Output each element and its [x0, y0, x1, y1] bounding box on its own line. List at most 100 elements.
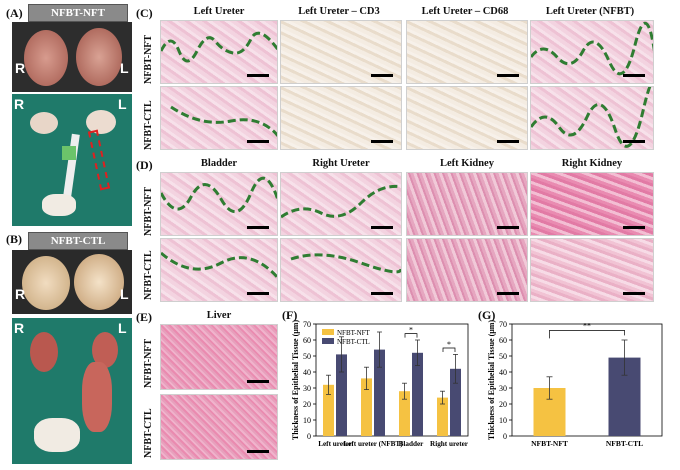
right-kidney-marker: R [15, 60, 26, 76]
panel-c-tag: (C) [136, 6, 153, 20]
micrograph-d-nft-right-kidney [530, 172, 654, 236]
legend-label: NFBT-CTL [337, 338, 370, 346]
x-tick-label: Left ureter [318, 440, 352, 448]
bar-nfbt-nft [361, 378, 372, 436]
plot-frame [315, 323, 469, 437]
micrograph-d-ctl-bladder [160, 238, 278, 302]
left-marker-b2: L [118, 320, 127, 336]
row-d-ctl: NFBT-CTL [143, 250, 154, 300]
panel-a-title: NFBT-NFT [28, 4, 128, 22]
y-tick-label: 0 [503, 432, 507, 441]
y-tick-label: 10 [499, 416, 507, 425]
right-marker-b2: R [14, 320, 25, 336]
y-tick-label: 40 [303, 368, 311, 377]
legend-label: NFBT-NFT [337, 329, 371, 337]
micrograph-c-nft-nfbt [530, 20, 654, 84]
right-kidney-marker-b: R [15, 286, 26, 302]
panel-a-tag: (A) [6, 6, 23, 20]
micrograph-c-ctl-cd68 [406, 86, 528, 150]
col-left-kidney: Left Kidney [440, 158, 494, 169]
y-axis-label: Thickness of Epithelial Tissue (μm) [487, 320, 496, 441]
bar-nfbt-ctl [412, 352, 423, 436]
y-tick-label: 50 [303, 352, 311, 361]
panel-b-tag: (B) [6, 232, 22, 246]
left-marker-2: L [118, 96, 127, 112]
col-left-ureter-nfbt: Left Ureter (NFBT) [545, 6, 635, 17]
photo-ctl-kidneys: R L [12, 250, 132, 314]
significance-marker: * [409, 326, 413, 335]
legend-swatch [322, 329, 334, 335]
y-tick-label: 60 [499, 336, 507, 345]
bar-nfbt-nft [323, 384, 334, 436]
bar-nfbt-ctl [450, 368, 461, 436]
micrograph-c-nft-cd68 [406, 20, 528, 84]
significance-marker: ** [583, 321, 591, 330]
col-bladder: Bladder [200, 158, 238, 169]
photo-nft-kidneys: R L [12, 22, 132, 92]
micrograph-d-ctl-right-kidney [530, 238, 654, 302]
left-kidney-marker-b: L [120, 286, 129, 302]
y-tick-label: 60 [303, 336, 311, 345]
row-c-nft: NFBT-NFT [143, 34, 154, 84]
col-right-ureter: Right Ureter [312, 158, 370, 169]
significance-bracket [404, 333, 418, 338]
bar-nfbt-ctl [336, 354, 347, 436]
micrograph-c-nft-left-ureter [160, 20, 278, 84]
micrograph-c-ctl-left-ureter [160, 86, 278, 150]
y-tick-label: 30 [303, 384, 311, 393]
plot-frame [511, 323, 663, 437]
significance-marker: * [447, 340, 451, 349]
micrograph-c-ctl-cd3 [280, 86, 402, 150]
micrograph-d-nft-bladder [160, 172, 278, 236]
x-tick-label: NFBT-CTL [606, 439, 643, 448]
left-kidney-marker: L [120, 60, 129, 76]
bar-nfbt-nft [399, 391, 410, 436]
photo-nft-urinary-tract: R L [12, 94, 132, 226]
y-tick-label: 40 [499, 368, 507, 377]
x-tick-label: Right ureter [430, 440, 469, 448]
micrograph-d-nft-right-ureter [280, 172, 402, 236]
row-c-ctl: NFBT-CTL [143, 100, 154, 150]
col-left-ureter-cd3: Left Ureter – CD3 [298, 6, 380, 17]
x-tick-label: Left ureter (NFBT) [343, 440, 403, 448]
legend-swatch [322, 338, 334, 344]
panel-f-tag: (F) [282, 308, 298, 322]
row-e-ctl: NFBT-CTL [143, 408, 154, 458]
micrograph-e-ctl-liver [160, 394, 278, 460]
y-tick-label: 50 [499, 352, 507, 361]
col-liver: Liver [206, 310, 232, 321]
micrograph-d-nft-left-kidney [406, 172, 528, 236]
panel-b-title: NFBT-CTL [28, 232, 128, 250]
col-right-kidney: Right Kidney [561, 158, 623, 169]
y-tick-label: 30 [499, 384, 507, 393]
panel-e-tag: (E) [136, 310, 152, 324]
bar-nfbt-ctl [374, 349, 385, 436]
micrograph-c-nft-cd3 [280, 20, 402, 84]
bar-nfbt-nft [437, 397, 448, 436]
micrograph-d-ctl-left-kidney [406, 238, 528, 302]
y-tick-label: 20 [303, 400, 311, 409]
photo-ctl-urinary-tract: R L [12, 318, 132, 464]
panel-g-tag: (G) [478, 308, 496, 322]
y-tick-label: 70 [499, 320, 507, 329]
x-tick-label: NFBT-NFT [531, 439, 568, 448]
right-marker-2: R [14, 96, 25, 112]
y-tick-label: 20 [499, 400, 507, 409]
row-e-nft: NFBT-NFT [143, 338, 154, 388]
micrograph-d-ctl-right-ureter [280, 238, 402, 302]
x-tick-label: Bladder [399, 440, 425, 448]
col-left-ureter-cd68: Left Ureter – CD68 [421, 6, 509, 17]
panel-d-tag: (D) [136, 158, 153, 172]
significance-bracket [442, 347, 456, 352]
y-axis-label: Thickness of Epithelial Tissue (μm) [291, 320, 300, 441]
micrograph-e-nft-liver [160, 324, 278, 390]
col-left-ureter: Left Ureter [193, 6, 245, 17]
y-tick-label: 10 [303, 416, 311, 425]
y-tick-label: 70 [303, 320, 311, 329]
y-tick-label: 0 [307, 432, 311, 441]
significance-bracket [549, 330, 625, 339]
row-d-nft: NFBT-NFT [143, 186, 154, 236]
micrograph-c-ctl-nfbt [530, 86, 654, 150]
